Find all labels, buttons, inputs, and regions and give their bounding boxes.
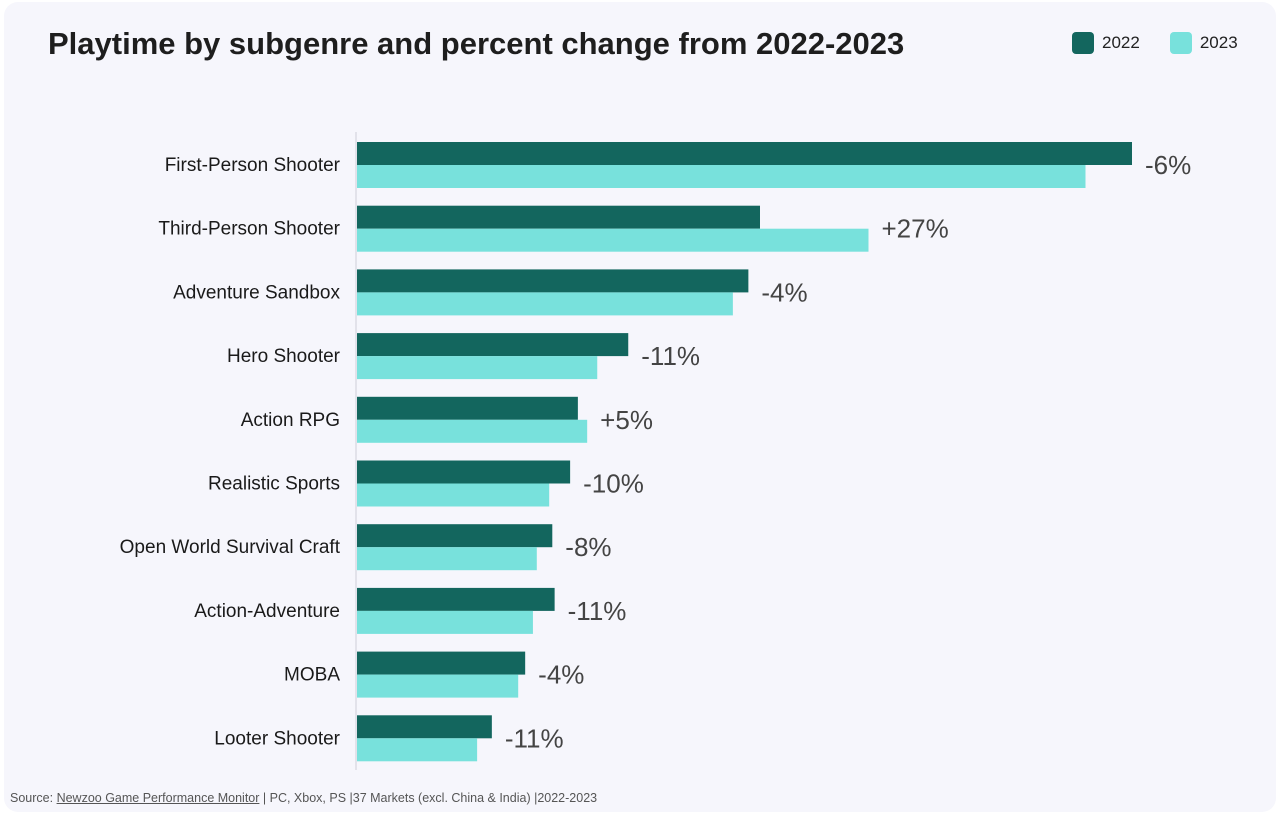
source-note: Source: Newzoo Game Performance Monitor … bbox=[10, 791, 597, 805]
bar-2022-third-person-shooter bbox=[357, 205, 760, 229]
source-link[interactable]: Newzoo Game Performance Monitor bbox=[56, 791, 260, 805]
bar-2022-realistic-sports bbox=[357, 460, 571, 484]
chart-card: Playtime by subgenre and percent change … bbox=[4, 2, 1276, 812]
legend-swatch-2022 bbox=[1072, 32, 1094, 54]
legend-label-2022: 2022 bbox=[1102, 33, 1140, 52]
percent-change-action-adventure: -11% bbox=[568, 596, 627, 626]
percent-change-realistic-sports: -10% bbox=[583, 469, 644, 499]
percent-change-open-world-survival-craft: -8% bbox=[565, 532, 611, 562]
percent-change-moba: -4% bbox=[538, 660, 584, 690]
bar-2022-action-rpg bbox=[357, 396, 578, 420]
category-label-action-adventure: Action-Adventure bbox=[194, 601, 340, 622]
source-suffix: | PC, Xbox, PS |37 Markets (excl. China … bbox=[259, 791, 598, 805]
bar-2023-hero-shooter bbox=[357, 356, 598, 380]
legend-item-2022: 2022 bbox=[1072, 32, 1140, 54]
category-label-first-person-shooter: First-Person Shooter bbox=[165, 155, 341, 176]
legend-item-2023: 2023 bbox=[1169, 32, 1238, 54]
category-label-hero-shooter: Hero Shooter bbox=[227, 346, 341, 367]
percent-change-third-person-shooter: +27% bbox=[882, 214, 949, 244]
category-label-open-world-survival-craft: Open World Survival Craft bbox=[120, 537, 341, 558]
percent-change-hero-shooter: -11% bbox=[641, 341, 700, 371]
percent-change-adventure-sandbox: -4% bbox=[761, 277, 807, 307]
bar-2022-looter-shooter bbox=[357, 715, 492, 739]
category-label-third-person-shooter: Third-Person Shooter bbox=[158, 219, 340, 240]
bar-2023-realistic-sports bbox=[357, 483, 550, 507]
percent-change-action-rpg: +5% bbox=[600, 405, 653, 435]
chart-title: Playtime by subgenre and percent change … bbox=[48, 26, 905, 61]
category-label-adventure-sandbox: Adventure Sandbox bbox=[173, 282, 340, 303]
category-label-looter-shooter: Looter Shooter bbox=[214, 728, 340, 749]
category-label-action-rpg: Action RPG bbox=[241, 410, 340, 431]
bar-2022-moba bbox=[357, 651, 526, 675]
bar-2023-looter-shooter bbox=[357, 738, 478, 762]
legend-swatch-2023 bbox=[1169, 32, 1192, 54]
bar-2022-hero-shooter bbox=[357, 333, 629, 357]
source-prefix: Source: bbox=[10, 791, 57, 805]
bar-2022-first-person-shooter bbox=[357, 142, 1132, 165]
legend: 2022 2023 bbox=[1072, 32, 1238, 54]
bar-2023-third-person-shooter bbox=[357, 228, 869, 252]
category-label-realistic-sports: Realistic Sports bbox=[208, 474, 340, 495]
bar-2022-open-world-survival-craft bbox=[357, 524, 553, 548]
bar-2023-action-adventure bbox=[357, 610, 533, 634]
bar-2023-action-rpg bbox=[357, 419, 588, 443]
percent-change-first-person-shooter: -6% bbox=[1145, 150, 1191, 180]
category-label-moba: MOBA bbox=[284, 665, 340, 686]
legend-label-2023: 2023 bbox=[1199, 33, 1238, 52]
bar-2023-open-world-survival-craft bbox=[357, 547, 537, 571]
bar-2023-adventure-sandbox bbox=[357, 292, 733, 316]
percent-change-looter-shooter: -11% bbox=[505, 723, 564, 753]
bar-2022-action-adventure bbox=[357, 587, 555, 611]
bar-2023-moba bbox=[357, 674, 519, 698]
bar-2023-first-person-shooter bbox=[357, 165, 1086, 188]
bar-2022-adventure-sandbox bbox=[357, 269, 749, 293]
